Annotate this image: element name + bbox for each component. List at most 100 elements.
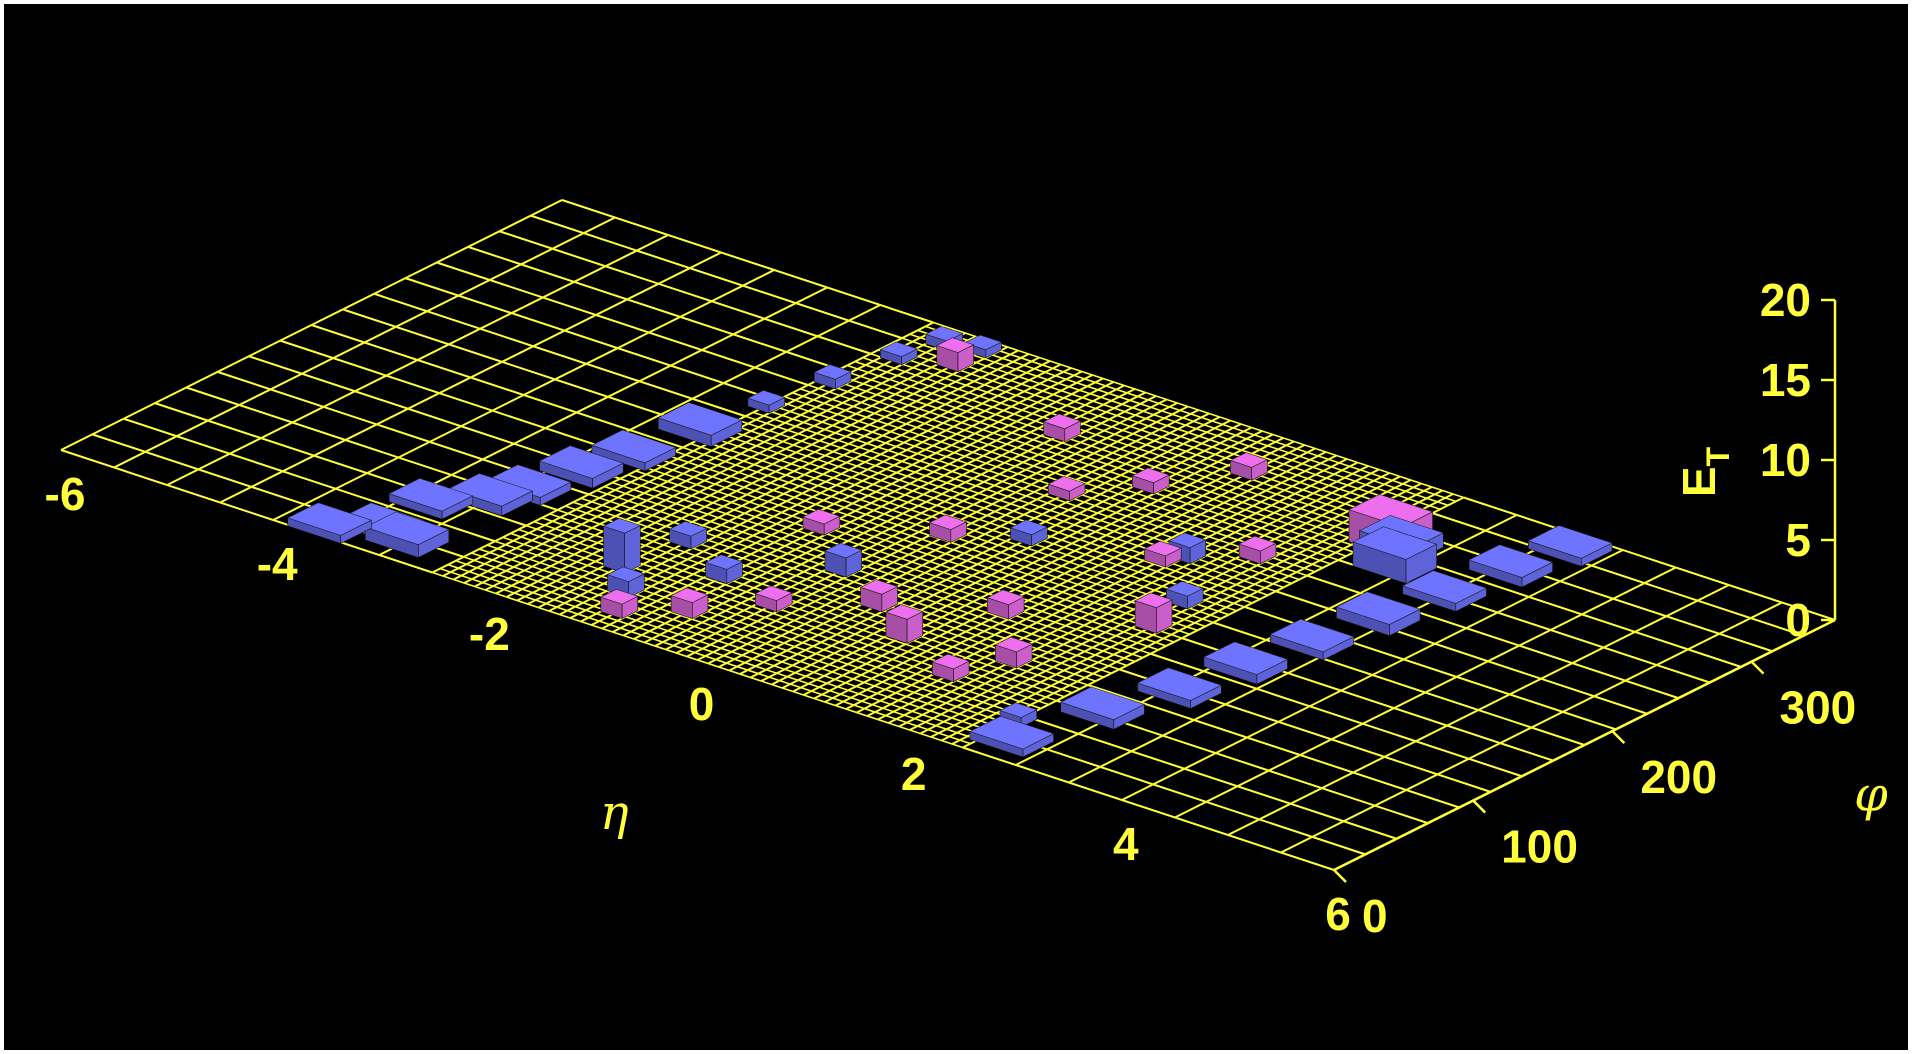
tower-top [1527,525,1613,559]
tower-top [1269,618,1355,653]
grid-line-phi [561,199,934,324]
grid-line-phi [432,571,963,749]
grid-line-phi [854,360,1386,538]
z-tick-label: 0 [1785,594,1811,646]
tower [1468,544,1554,588]
phi-tick [1611,730,1626,744]
tower [931,653,970,683]
grid-line-phi [439,567,971,745]
tower [1203,641,1289,685]
grid-line-phi [666,454,1198,632]
tower-top [802,508,841,525]
tower [813,364,852,390]
tower-top [928,514,968,530]
tower [1238,535,1277,565]
tower-top [600,588,639,605]
axes [1333,298,1837,883]
tower-top [591,429,677,464]
grid-line-phi [901,337,1433,514]
grid-line-phi [1463,496,1836,621]
grid-line-phi [807,384,1339,561]
tower-top [1143,540,1182,557]
z-axis-title: ET [1673,446,1736,497]
tower-top [668,521,708,537]
grid-line-phi [494,540,1026,718]
tower-face-front [603,525,626,574]
tower [1059,686,1146,730]
grid-line-phi [455,560,987,737]
phi-tick-label: 0 [1362,890,1388,942]
grid-line-phi [619,477,1151,655]
tower-blocks [286,326,1613,758]
z-tick-label: 15 [1760,354,1811,406]
tower [928,514,968,543]
tower-top [448,473,534,507]
grid-line-phi [123,417,496,543]
z-tick-label: 10 [1760,434,1811,486]
eta-tick-label: 4 [1113,818,1139,870]
z-axis-title-sub: T [1700,446,1736,466]
grid-line-phi [933,321,1464,499]
phi-tick-label: 200 [1640,751,1717,803]
grid-line-phi [799,388,1331,565]
grid-line-phi [1400,527,1773,653]
tower [670,587,709,620]
tower [1527,525,1613,567]
grid-line-phi [530,214,903,340]
tower [1131,467,1170,495]
tower-top [963,334,1003,351]
grid-line-phi [588,493,1120,671]
grid-line-phi [962,746,1335,871]
grid-line-phi [815,380,1347,557]
tower-top [936,337,975,353]
grid-line-phi [60,449,433,574]
tower [704,554,744,585]
eta-tick-label: 6 [1325,888,1351,940]
grid-line-phi [311,324,684,449]
z-tick-label: 20 [1760,274,1811,326]
tower-face-side [624,524,641,574]
grid-line-phi [659,458,1190,635]
tower-top [1238,535,1277,552]
phi-tick [1472,799,1487,814]
grid-line-phi [635,470,1167,647]
tower-top [885,604,924,620]
tower-top [931,653,970,670]
grid-line-phi [909,333,1441,510]
tower-top [1401,570,1488,604]
tower-top [999,702,1038,718]
tower [1269,618,1355,661]
tower-top [286,502,373,536]
tower [1009,519,1049,547]
grid-line-phi [467,245,840,371]
grid-line-phi [870,352,1402,530]
grid-line-phi [737,419,1269,596]
grid-line-phi [925,325,1457,503]
grid-line-phi [917,329,1449,507]
grid-line-phi [405,277,778,402]
grid-line-phi [1087,684,1460,809]
tower-top [1136,667,1223,701]
grid-line-phi [436,261,809,386]
tower-top [754,585,793,601]
tower-top [1352,526,1438,560]
grid-line-phi [1432,512,1805,637]
tower-top [1165,581,1204,597]
tower [286,502,373,544]
phi-tick-label: 300 [1780,682,1857,734]
eta-tick-label: 2 [901,748,927,800]
grid-line-phi [463,556,995,733]
tower [602,518,642,574]
grid-line-phi [893,341,1425,518]
tower-top [1009,519,1049,536]
grid-line-phi [993,730,1366,856]
tower-top [1229,452,1269,468]
tower-top [602,518,642,534]
tower [668,521,708,550]
tower [1042,413,1082,443]
tower-top [388,478,474,512]
tower [747,390,786,414]
grid-line-phi [886,345,1417,522]
tower-top [813,364,852,380]
tower-top [1131,467,1170,484]
